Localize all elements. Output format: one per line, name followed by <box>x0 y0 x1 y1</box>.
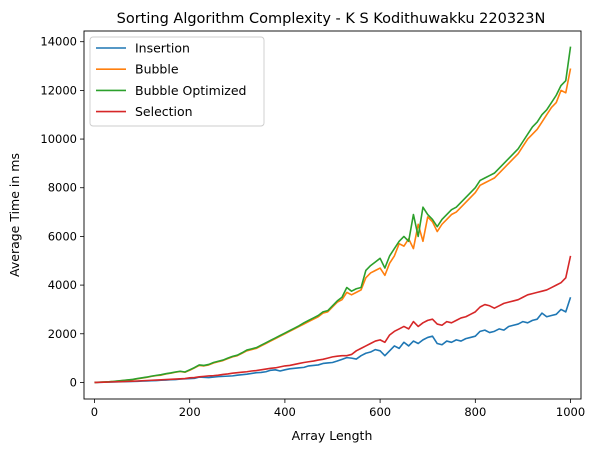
x-tick-label: 600 <box>369 405 391 419</box>
legend: Insertion Bubble Bubble Optimized Selection <box>89 36 265 127</box>
legend-label: Bubble <box>135 62 179 77</box>
legend-label: Insertion <box>135 41 190 56</box>
y-axis-label: Average Time in ms <box>7 153 22 277</box>
x-tick-label: 200 <box>179 405 201 419</box>
y-tick-label: 6000 <box>48 229 77 243</box>
y-tick-label: 10000 <box>40 132 77 146</box>
chart-title: Sorting Algorithm Complexity - K S Kodit… <box>117 11 546 27</box>
y-tick-label: 4000 <box>48 278 77 292</box>
axes-frame <box>83 30 582 400</box>
series-line-bubble-optimized <box>94 46 572 384</box>
series-line-selection <box>94 255 572 384</box>
y-tick-label: 12000 <box>40 83 77 97</box>
x-axis-label: Array Length <box>292 428 373 443</box>
legend-label: Bubble Optimized <box>135 83 247 98</box>
legend-label: Selection <box>135 104 193 119</box>
y-tick-label: 8000 <box>48 181 77 195</box>
x-tick-label: 1000 <box>556 405 585 419</box>
y-tick-label: 14000 <box>40 35 77 49</box>
x-tick-label: 800 <box>464 405 486 419</box>
y-tick-label: 0 <box>70 375 77 389</box>
legend-box <box>89 36 265 127</box>
x-tick-label: 400 <box>274 405 296 419</box>
y-tick-label: 2000 <box>48 327 77 341</box>
x-tick-label: 0 <box>91 405 98 419</box>
